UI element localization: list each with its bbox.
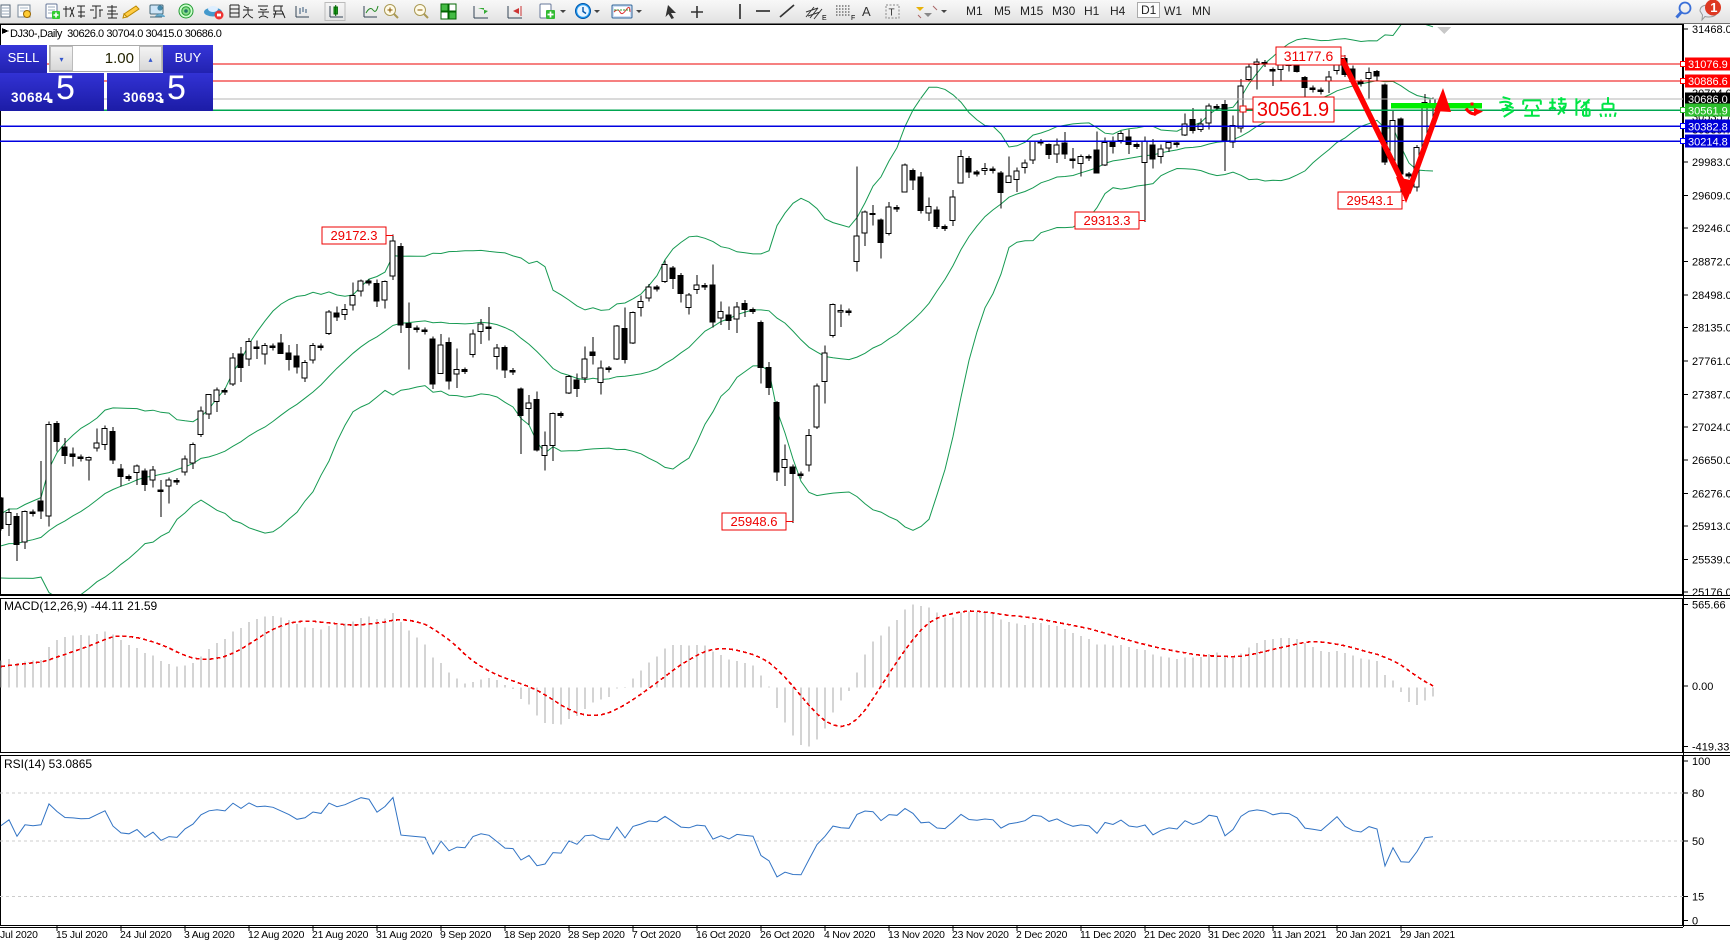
svg-text:12 Aug 2020: 12 Aug 2020: [248, 930, 305, 941]
svg-text:28 Sep 2020: 28 Sep 2020: [568, 930, 625, 941]
svg-text:16 Oct 2020: 16 Oct 2020: [696, 930, 751, 941]
svg-text:565.66: 565.66: [1692, 600, 1726, 612]
svg-text:31177.6: 31177.6: [1284, 48, 1334, 64]
svg-text:30686.0: 30686.0: [1688, 94, 1728, 106]
svg-text:100: 100: [1692, 756, 1710, 768]
svg-text:30214.8: 30214.8: [1688, 136, 1728, 148]
svg-text:29 Jan 2021: 29 Jan 2021: [1400, 930, 1455, 941]
svg-text:30886.6: 30886.6: [1688, 76, 1728, 88]
svg-text:24 Jul 2020: 24 Jul 2020: [120, 930, 172, 941]
svg-text:25539.0: 25539.0: [1692, 555, 1730, 567]
svg-text:28872.0: 28872.0: [1692, 256, 1730, 268]
svg-text:30382.8: 30382.8: [1688, 121, 1728, 133]
svg-text:3 Aug 2020: 3 Aug 2020: [184, 930, 235, 941]
svg-text:MACD(12,26,9) -44.11 21.59: MACD(12,26,9) -44.11 21.59: [4, 599, 158, 613]
svg-text:80: 80: [1692, 788, 1704, 800]
svg-text:29172.3: 29172.3: [331, 228, 378, 243]
svg-text:27387.0: 27387.0: [1692, 389, 1730, 401]
svg-text:21 Aug 2020: 21 Aug 2020: [312, 930, 369, 941]
svg-text:27761.0: 27761.0: [1692, 356, 1730, 368]
svg-text:28498.0: 28498.0: [1692, 290, 1730, 302]
svg-text:29313.3: 29313.3: [1084, 213, 1131, 228]
svg-text:18 Sep 2020: 18 Sep 2020: [504, 930, 561, 941]
svg-text:15: 15: [1692, 892, 1704, 904]
svg-text:9 Sep 2020: 9 Sep 2020: [440, 930, 492, 941]
svg-text:23 Nov 2020: 23 Nov 2020: [952, 930, 1009, 941]
svg-text:25913.0: 25913.0: [1692, 521, 1730, 533]
svg-text:20 Jan 2021: 20 Jan 2021: [1336, 930, 1391, 941]
svg-text:27024.0: 27024.0: [1692, 422, 1730, 434]
svg-text:31468.0: 31468.0: [1692, 24, 1730, 36]
svg-text:11 Dec 2020: 11 Dec 2020: [1080, 930, 1136, 941]
svg-text:F: F: [851, 15, 855, 22]
svg-text:50: 50: [1692, 836, 1704, 848]
svg-text:-419.33: -419.33: [1692, 742, 1729, 754]
svg-text:26276.0: 26276.0: [1692, 489, 1730, 501]
svg-text:31076.9: 31076.9: [1688, 59, 1728, 71]
svg-text:0.00: 0.00: [1692, 681, 1713, 693]
svg-text:30561.9: 30561.9: [1688, 105, 1728, 117]
svg-text:1: 1: [1710, 0, 1717, 15]
svg-text:29609.0: 29609.0: [1692, 190, 1730, 202]
svg-text:A: A: [862, 4, 871, 19]
svg-text:4 Nov 2020: 4 Nov 2020: [824, 930, 876, 941]
svg-text:RSI(14) 53.0865: RSI(14) 53.0865: [4, 757, 92, 771]
svg-text:30561.9: 30561.9: [1257, 99, 1329, 121]
svg-text:13 Nov 2020: 13 Nov 2020: [888, 930, 945, 941]
svg-text:15 Jul 2020: 15 Jul 2020: [56, 930, 108, 941]
svg-text:29543.1: 29543.1: [1347, 193, 1394, 208]
svg-text:DJ30-,Daily 30626.0 30704.0 3: DJ30-,Daily 30626.0 30704.0 30415.0 3068…: [10, 28, 222, 40]
svg-text:25948.6: 25948.6: [731, 514, 778, 529]
svg-text:31 Dec 2020: 31 Dec 2020: [1208, 930, 1265, 941]
svg-text:29983.0: 29983.0: [1692, 157, 1730, 169]
svg-text:7 Oct 2020: 7 Oct 2020: [632, 930, 681, 941]
svg-text:28135.0: 28135.0: [1692, 322, 1730, 334]
svg-text:26650.0: 26650.0: [1692, 455, 1730, 467]
svg-text:31 Aug 2020: 31 Aug 2020: [376, 930, 433, 941]
svg-text:0: 0: [1692, 916, 1698, 928]
svg-text:T: T: [889, 8, 895, 19]
svg-text:21 Dec 2020: 21 Dec 2020: [1144, 930, 1201, 941]
svg-text:11 Jan 2021: 11 Jan 2021: [1272, 930, 1327, 941]
svg-text:2 Dec 2020: 2 Dec 2020: [1016, 930, 1068, 941]
svg-text:E: E: [822, 15, 827, 22]
svg-text:29246.0: 29246.0: [1692, 223, 1730, 235]
svg-text:25176.0: 25176.0: [1692, 587, 1730, 599]
svg-text:Jul 2020: Jul 2020: [0, 930, 38, 941]
svg-text:26 Oct 2020: 26 Oct 2020: [760, 930, 815, 941]
